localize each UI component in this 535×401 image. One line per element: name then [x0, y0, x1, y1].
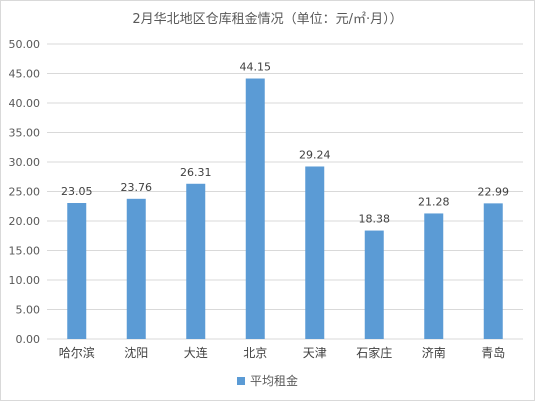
bar: [245, 78, 265, 339]
x-category-label: 石家庄: [356, 345, 392, 360]
x-category-label: 北京: [243, 346, 267, 360]
y-tick-label: 5.00: [16, 304, 41, 317]
bar: [67, 203, 87, 339]
y-tick-label: 10.00: [9, 274, 41, 287]
x-category-label: 济南: [422, 345, 446, 360]
data-labels: 23.05 23.76 26.31 44.15 29.24 18.38 21.28 22.99: [61, 61, 509, 226]
x-category-label: 大连: [184, 345, 208, 360]
x-category-label: 青岛: [481, 345, 505, 360]
x-axis-category-labels: 哈尔滨 沈阳 大连 北京 天津 石家庄 济南 青岛: [59, 345, 506, 360]
bar: [305, 166, 325, 339]
legend-label: 平均租金: [249, 374, 298, 388]
bar: [364, 230, 384, 339]
bar: [126, 198, 146, 339]
data-label: 18.38: [359, 213, 391, 226]
bar: [424, 213, 444, 339]
y-tick-label: 50.00: [9, 38, 41, 51]
y-tick-label: 35.00: [9, 127, 41, 140]
data-label: 23.05: [61, 185, 93, 198]
x-category-label: 天津: [303, 346, 327, 360]
y-axis-tick-labels: 0.00 5.00 10.00 15.00 20.00 25.00 30.00 35.00 40…: [9, 38, 41, 346]
gridlines: [47, 43, 523, 340]
y-tick-label: 0.00: [16, 333, 41, 346]
y-tick-label: 15.00: [9, 245, 41, 258]
y-tick-label: 25.00: [9, 186, 41, 199]
x-category-label: 沈阳: [124, 345, 148, 360]
y-tick-label: 20.00: [9, 215, 41, 228]
legend-swatch: [236, 376, 245, 385]
bars: [67, 78, 503, 339]
x-category-label: 哈尔滨: [59, 345, 95, 360]
bar: [186, 183, 206, 339]
y-tick-label: 30.00: [9, 156, 41, 169]
data-label: 23.76: [121, 181, 153, 194]
data-label: 29.24: [299, 148, 331, 161]
data-label: 21.28: [418, 195, 450, 208]
y-tick-label: 40.00: [9, 97, 41, 110]
y-tick-label: 45.00: [9, 68, 41, 81]
bar: [483, 203, 503, 339]
legend: 平均租金: [0, 372, 535, 389]
data-label: 44.15: [240, 61, 272, 74]
data-label: 22.99: [478, 185, 510, 198]
chart-title: 2月华北地区仓库租金情况（单位：元/㎡·月））: [132, 12, 403, 27]
data-label: 26.31: [180, 166, 212, 179]
